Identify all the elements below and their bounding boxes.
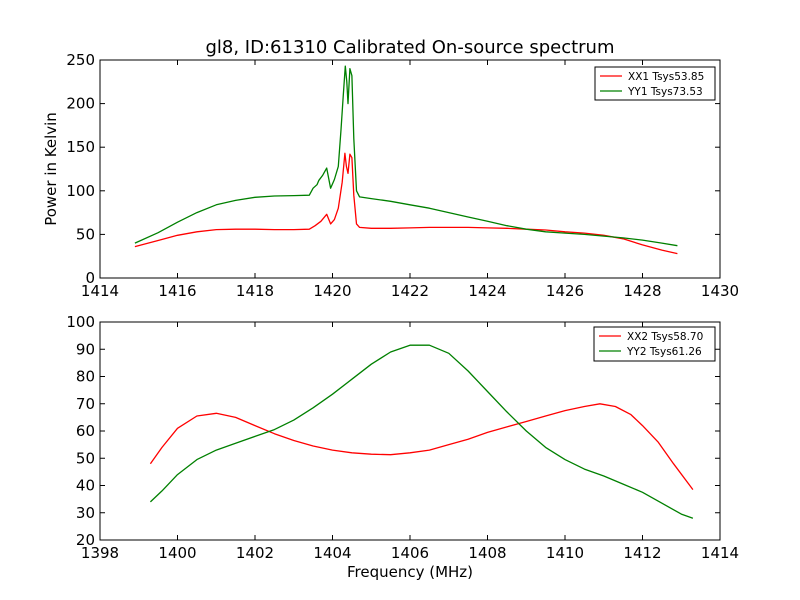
x-tick-label: 1428 bbox=[623, 282, 661, 300]
y-tick-label: 90 bbox=[76, 340, 95, 358]
y-tick-label: 150 bbox=[66, 138, 95, 156]
x-tick-label: 1414 bbox=[701, 544, 739, 562]
legend-label: YY1 Tsys73.53 bbox=[627, 86, 703, 98]
series-line-2-2 bbox=[149, 344, 694, 519]
legend: XX1 Tsys53.85 YY1 Tsys73.53 bbox=[594, 66, 716, 101]
legend-label: XX2 Tsys58.70 bbox=[627, 331, 703, 343]
x-tick-label: 1430 bbox=[701, 282, 739, 300]
y-tick-label: 50 bbox=[76, 225, 95, 243]
x-tick-label: 1424 bbox=[468, 282, 506, 300]
x-tick-label: 1406 bbox=[391, 544, 429, 562]
x-tick-label: 1416 bbox=[158, 282, 196, 300]
y-tick-label: 80 bbox=[76, 368, 95, 386]
y-tick-label: 20 bbox=[76, 531, 95, 549]
x-tick-label: 1420 bbox=[313, 282, 351, 300]
y-axis-label: Power in Kelvin bbox=[42, 112, 60, 226]
x-axis-label: Frequency (MHz) bbox=[347, 563, 473, 581]
legend-label: XX1 Tsys53.85 bbox=[628, 71, 704, 83]
y-tick-label: 0 bbox=[85, 269, 95, 287]
x-tick-label: 1402 bbox=[236, 544, 274, 562]
y-tick-label: 70 bbox=[76, 395, 95, 413]
y-tick-label: 60 bbox=[76, 422, 95, 440]
series-line-2-1 bbox=[149, 403, 694, 490]
series-line-1-2 bbox=[134, 65, 678, 247]
x-tick-label: 1400 bbox=[158, 544, 196, 562]
figure-title: gl8, ID:61310 Calibrated On-source spect… bbox=[205, 37, 614, 58]
y-tick-label: 30 bbox=[76, 504, 95, 522]
y-tick-label: 200 bbox=[66, 95, 95, 113]
x-tick-label: 1398 bbox=[81, 544, 119, 562]
x-tick-label: 1412 bbox=[623, 544, 661, 562]
y-tick-label: 250 bbox=[66, 51, 95, 69]
y-tick-label: 40 bbox=[76, 477, 95, 495]
legend-label: YY2 Tsys61.26 bbox=[626, 346, 702, 358]
y-tick-label: 100 bbox=[66, 182, 95, 200]
x-tick-label: 1422 bbox=[391, 282, 429, 300]
series-line-1-1 bbox=[134, 152, 678, 255]
x-tick-label: 1414 bbox=[81, 282, 119, 300]
legend-box bbox=[594, 66, 716, 101]
x-tick-label: 1404 bbox=[313, 544, 351, 562]
legend: XX2 Tsys58.70 YY2 Tsys61.26 bbox=[593, 326, 716, 362]
x-tick-label: 1418 bbox=[236, 282, 274, 300]
bottom-panel: 1398 1400 1402 1404 1406 1408 1410 1412 1414 20 30… bbox=[66, 313, 739, 581]
x-tick-label: 1408 bbox=[468, 544, 506, 562]
y-tick-label: 100 bbox=[66, 313, 95, 331]
top-panel: 1414 1416 1418 1420 1422 1424 1426 1428 1430 0 50 1… bbox=[42, 51, 739, 300]
legend-box bbox=[593, 326, 716, 362]
x-tick-label: 1426 bbox=[546, 282, 584, 300]
x-tick-label: 1410 bbox=[546, 544, 584, 562]
y-tick-label: 50 bbox=[76, 449, 95, 467]
